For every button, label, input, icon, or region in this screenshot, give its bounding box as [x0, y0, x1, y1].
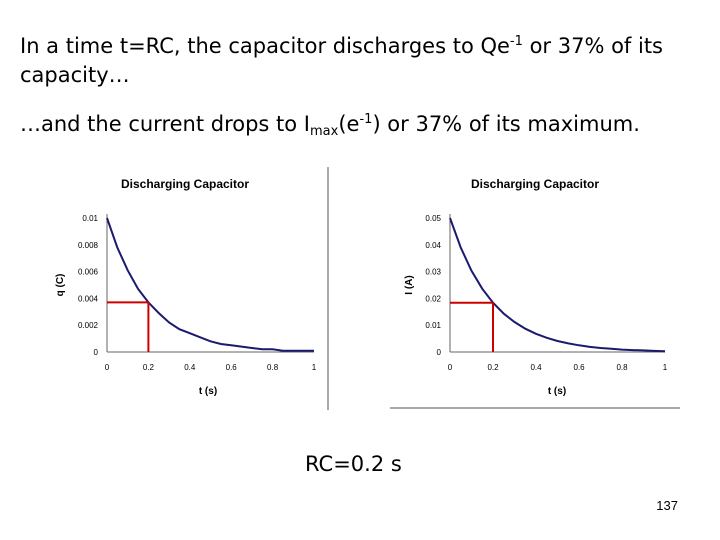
y-tick-label: 0.002 — [78, 321, 99, 330]
x-tick-label: 0.6 — [226, 363, 238, 372]
x-tick-label: 0.4 — [184, 363, 196, 372]
x-tick-label: 0.2 — [143, 363, 155, 372]
y-tick-label: 0.008 — [78, 241, 99, 250]
y-tick-label: 0.04 — [425, 241, 441, 250]
y-axis-label: q (C) — [55, 274, 66, 297]
x-tick-label: 0.2 — [487, 363, 499, 372]
series-line — [449, 217, 666, 353]
y-tick-label: 0.05 — [425, 214, 441, 223]
statement-current-subscript: max — [310, 124, 339, 139]
y-tick-label: 0.02 — [425, 294, 441, 303]
x-axis-label: t (s) — [548, 386, 566, 397]
x-tick-label: 1 — [663, 363, 668, 372]
page-number: 137 — [656, 498, 678, 513]
chart-title: Discharging Capacitor — [471, 177, 599, 191]
charge-chart: Discharging Capacitor 0 0.002 0.004 0.006 0.0… — [55, 177, 317, 397]
y-tick-label: 0 — [94, 348, 99, 357]
y-tick-label: 0.004 — [78, 294, 99, 303]
x-tick-label: 0 — [105, 363, 110, 372]
x-tick-label: 0 — [448, 363, 453, 372]
statement-current-text-2: (e — [338, 112, 360, 136]
current-chart: Discharging Capacitor 0 0.01 0.02 0.03 0.04 0.… — [404, 177, 668, 397]
x-tick-label: 0.4 — [530, 363, 542, 372]
y-axis-label: I (A) — [404, 275, 415, 294]
statement-current-exponent: -1 — [359, 112, 373, 127]
statement-charge-exponent: -1 — [509, 34, 523, 49]
statement-current-text-1: …and the current drops to I — [20, 112, 311, 136]
x-tick-label: 0.6 — [573, 363, 585, 372]
statement-charge-text-2: or 37% of its capacity… — [20, 34, 663, 87]
series-line — [106, 217, 314, 352]
x-tick-label: 1 — [312, 363, 317, 372]
y-tick-label: 0.01 — [425, 321, 441, 330]
y-tick-label: 0.03 — [425, 268, 441, 277]
statement-charge: In a time t=RC, the capacitor discharges… — [20, 32, 710, 90]
statement-charge-text-1: In a time t=RC, the capacitor discharges… — [20, 34, 510, 58]
chart-title: Discharging Capacitor — [121, 177, 249, 191]
statement-current: …and the current drops to Imax(e-1) or 3… — [20, 110, 710, 139]
y-tick-label: 0 — [437, 348, 442, 357]
y-tick-label: 0.01 — [82, 214, 98, 223]
rc-value: RC=0.2 s — [305, 452, 402, 476]
y-tick-label: 0.006 — [78, 268, 99, 277]
x-tick-label: 0.8 — [267, 363, 279, 372]
statement-current-text-3: ) or 37% of its maximum. — [372, 112, 640, 136]
x-tick-label: 0.8 — [616, 363, 628, 372]
x-axis-label: t (s) — [199, 386, 217, 397]
